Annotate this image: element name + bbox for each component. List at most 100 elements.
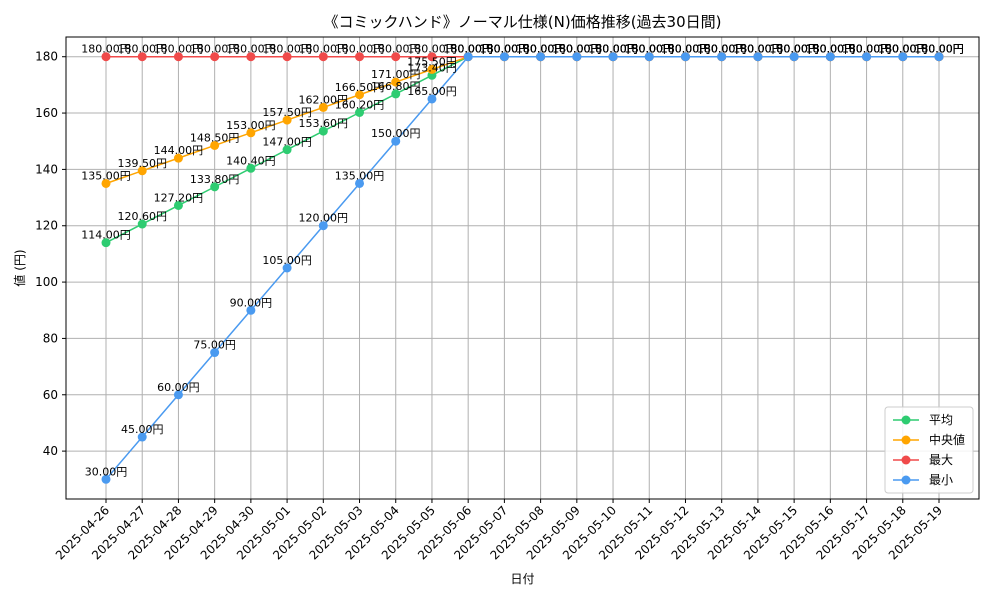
data-label: 135.00円	[335, 169, 385, 182]
chart-title: 《コミックハンド》ノーマル仕様(N)価格推移(過去30日間)	[324, 13, 722, 31]
data-point	[173, 153, 183, 163]
data-label: 180.00円	[806, 43, 856, 56]
data-point	[137, 432, 147, 442]
data-label: 180.00円	[661, 43, 711, 56]
data-point	[137, 166, 147, 176]
data-label: 180.00円	[697, 43, 747, 56]
data-point	[246, 128, 256, 138]
data-label: 180.00円	[661, 43, 711, 56]
data-label: 180.00円	[842, 43, 892, 56]
data-label: 180.00円	[625, 43, 675, 56]
data-point	[391, 77, 401, 87]
data-label: 180.00円	[769, 43, 819, 56]
data-label: 166.80円	[371, 80, 421, 93]
data-label: 180.00円	[516, 43, 566, 56]
data-label: 148.50円	[190, 131, 240, 144]
data-label: 180.00円	[407, 43, 457, 56]
data-point	[282, 263, 292, 273]
data-label: 180.00円	[661, 43, 711, 56]
data-label: 180.00円	[552, 43, 602, 56]
data-label: 180.00円	[842, 43, 892, 56]
legend-label: 最小	[929, 473, 953, 487]
data-label: 180.00円	[733, 43, 783, 56]
x-axis-label: 日付	[510, 572, 534, 586]
data-point	[355, 178, 365, 188]
data-label: 139.50円	[117, 157, 167, 170]
data-label: 180.00円	[588, 43, 638, 56]
data-point	[825, 52, 835, 62]
data-label: 180.00円	[878, 43, 928, 56]
legend-marker	[901, 435, 911, 445]
data-label: 180.00円	[480, 43, 530, 56]
data-point	[427, 64, 437, 74]
data-label: 180.00円	[480, 43, 530, 56]
data-point	[210, 52, 220, 62]
data-point	[318, 126, 328, 136]
legend-marker	[901, 455, 911, 465]
data-label: 60.00円	[157, 381, 200, 394]
data-label: 180.00円	[878, 43, 928, 56]
data-label: 180.00円	[262, 43, 312, 56]
data-label: 180.00円	[697, 43, 747, 56]
data-point	[101, 52, 111, 62]
data-label: 180.00円	[878, 43, 928, 56]
data-point	[246, 52, 256, 62]
data-label: 180.00円	[480, 43, 530, 56]
data-point	[536, 52, 546, 62]
data-label: 180.00円	[806, 43, 856, 56]
data-point	[463, 52, 473, 62]
y-tick-label: 120	[35, 219, 58, 233]
data-label: 180.00円	[878, 43, 928, 56]
data-label: 180.00円	[480, 43, 530, 56]
data-label: 180.00円	[443, 43, 493, 56]
data-label: 180.00円	[914, 43, 964, 56]
data-point	[789, 52, 799, 62]
data-label: 180.00円	[371, 43, 421, 56]
data-label: 180.00円	[335, 43, 385, 56]
legend-marker	[901, 475, 911, 485]
data-label: 150.00円	[371, 127, 421, 140]
y-tick-label: 180	[35, 50, 58, 64]
y-tick-label: 80	[43, 331, 58, 345]
data-point	[391, 136, 401, 146]
data-point	[137, 219, 147, 229]
data-point	[717, 52, 727, 62]
data-label: 180.00円	[552, 43, 602, 56]
data-point	[391, 52, 401, 62]
data-point	[355, 107, 365, 117]
data-label: 180.00円	[697, 43, 747, 56]
data-label: 180.00円	[226, 43, 276, 56]
data-point	[318, 52, 328, 62]
data-label: 157.50円	[262, 106, 312, 119]
data-point	[210, 182, 220, 192]
data-label: 140.40円	[226, 154, 276, 167]
data-label: 180.00円	[733, 43, 783, 56]
data-label: 180.00円	[914, 43, 964, 56]
data-label: 180.00円	[769, 43, 819, 56]
y-tick-label: 40	[43, 444, 58, 458]
data-point	[608, 52, 618, 62]
data-label: 75.00円	[193, 339, 236, 352]
data-point	[753, 52, 763, 62]
y-tick-label: 100	[35, 275, 58, 289]
data-label: 144.00円	[154, 144, 204, 157]
data-label: 180.00円	[733, 43, 783, 56]
data-label: 180.00円	[117, 43, 167, 56]
data-point	[173, 52, 183, 62]
data-label: 180.00円	[443, 43, 493, 56]
data-point	[246, 305, 256, 315]
legend-box	[884, 406, 974, 494]
data-label: 180.00円	[81, 43, 131, 56]
data-label: 153.60円	[299, 117, 349, 130]
data-point	[427, 52, 437, 62]
data-label: 180.00円	[588, 43, 638, 56]
data-point	[173, 200, 183, 210]
data-point	[572, 52, 582, 62]
data-point	[355, 52, 365, 62]
data-label: 180.00円	[516, 43, 566, 56]
data-label: 180.00円	[625, 43, 675, 56]
data-label: 180.00円	[806, 43, 856, 56]
data-label: 120.00円	[299, 212, 349, 225]
